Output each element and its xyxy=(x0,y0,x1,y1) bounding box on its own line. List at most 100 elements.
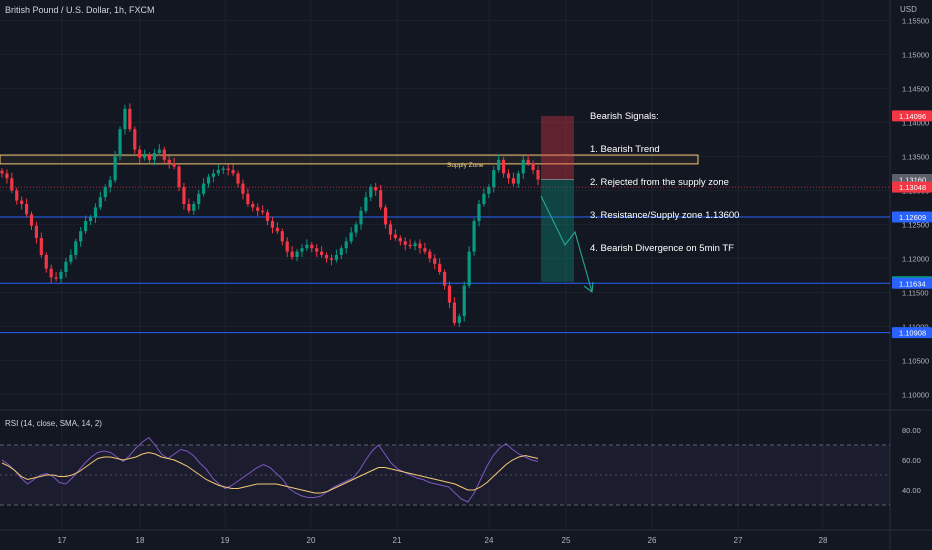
candle-body xyxy=(398,238,402,242)
candle-body xyxy=(236,173,240,184)
candle-body xyxy=(98,197,102,208)
price-tick-label: 1.10500 xyxy=(902,356,929,365)
candle-body xyxy=(329,258,334,260)
time-label: 25 xyxy=(562,536,571,545)
candle-body xyxy=(79,231,83,242)
rsi-line xyxy=(1,436,539,503)
candle-body xyxy=(147,155,152,160)
candle-body xyxy=(10,178,14,191)
price-tag-label: 1.12609 xyxy=(899,213,926,222)
stop-loss-area xyxy=(541,115,574,180)
rsi-ma-line xyxy=(1,451,539,494)
candle-body xyxy=(34,225,39,238)
supply-zone[interactable] xyxy=(0,154,699,165)
candle-body xyxy=(280,231,284,242)
candle-body xyxy=(24,204,29,215)
candle-body xyxy=(487,187,491,194)
rsi-tick-label: 40.00 xyxy=(902,486,921,495)
candle-body xyxy=(83,221,88,232)
candle-body xyxy=(447,285,452,303)
candle-body xyxy=(133,129,137,150)
candle-body xyxy=(64,261,68,272)
price-tag-label: 1.13160 xyxy=(899,176,926,185)
note-line: 2. Rejected from the supply zone xyxy=(590,177,729,188)
candle-body xyxy=(477,204,481,221)
note-line: Bearish Signals: xyxy=(590,111,659,122)
time-label: 27 xyxy=(734,536,743,545)
time-label: 19 xyxy=(221,536,230,545)
candle-body xyxy=(231,170,235,174)
candle-body xyxy=(374,187,378,191)
candle-body xyxy=(388,224,393,235)
candle-body xyxy=(521,159,525,174)
price-tag-box xyxy=(892,211,932,223)
candle-body xyxy=(438,263,442,272)
candle-body xyxy=(118,129,122,157)
candle-body xyxy=(393,234,397,238)
candle-body xyxy=(251,204,255,208)
candle-body xyxy=(206,176,211,184)
candle-body xyxy=(44,255,48,269)
price-tick-label: 1.11000 xyxy=(902,322,929,331)
time-label: 28 xyxy=(819,536,828,545)
candle-body xyxy=(265,212,270,221)
note-line: 4. Bearish Divergence on 5min TF xyxy=(590,243,734,254)
candle-body xyxy=(221,168,225,170)
price-tick-label: 1.11500 xyxy=(902,288,929,297)
candle-body xyxy=(423,248,427,252)
note-line: 1. Bearish Trend xyxy=(590,144,660,155)
candle-body xyxy=(69,255,73,262)
candle-body xyxy=(49,268,53,278)
price-tag-box xyxy=(892,277,932,289)
currency-label: USD xyxy=(900,5,917,14)
time-label: 24 xyxy=(485,536,494,545)
candle-body xyxy=(310,244,314,249)
candle-body xyxy=(167,159,171,164)
time-axis[interactable]: 17 18 19 20 21 24 25 26 27 28 xyxy=(58,536,828,545)
price-tick-label: 1.14500 xyxy=(902,84,929,93)
candle-body xyxy=(246,193,250,204)
price-tick-label: 1.12000 xyxy=(902,254,929,263)
price-tag-box xyxy=(892,181,932,193)
candle-body xyxy=(162,149,166,160)
price-tag-label: 1.13048 xyxy=(899,183,926,192)
bearish-signals-note[interactable]: Bearish Signals: 1. Bearish Trend 2. Rej… xyxy=(590,89,739,265)
rsi-title[interactable]: RSI (14, close, SMA, 14, 2) xyxy=(5,419,102,428)
price-tag-box xyxy=(892,327,932,339)
candle-body xyxy=(54,277,58,279)
candle-body xyxy=(74,241,78,255)
candle-body xyxy=(433,258,437,264)
rsi-tick-label: 60.00 xyxy=(902,456,921,465)
candle-body xyxy=(192,204,196,211)
projection-path xyxy=(540,195,593,293)
candlestick-series xyxy=(0,103,540,328)
candle-body xyxy=(452,302,457,323)
time-label: 17 xyxy=(58,536,67,545)
candle-body xyxy=(128,108,132,130)
price-tag-box xyxy=(892,110,932,122)
candle-body xyxy=(506,173,511,179)
candle-body xyxy=(0,170,4,174)
candle-body xyxy=(285,241,289,252)
candle-body xyxy=(270,221,275,228)
candle-body xyxy=(172,163,176,167)
candle-body xyxy=(157,149,161,153)
candle-body xyxy=(197,193,201,204)
projection-arrow[interactable] xyxy=(540,195,594,294)
candle-body xyxy=(256,207,260,211)
price-tick-label: 1.10000 xyxy=(902,390,929,399)
candle-body xyxy=(497,159,501,170)
short-position-tool[interactable] xyxy=(541,115,574,282)
rsi-tick-label: 80.00 xyxy=(902,426,921,435)
price-axis[interactable]: 1.15500 1.15000 1.14500 1.14000 1.13500 1.130… xyxy=(892,16,932,399)
candle-body xyxy=(418,243,422,249)
symbol-title[interactable]: British Pound / U.S. Dollar, 1h, FXCM xyxy=(5,5,155,15)
time-label: 18 xyxy=(136,536,145,545)
candle-body xyxy=(39,238,43,255)
candle-body xyxy=(516,173,520,184)
candle-body xyxy=(369,187,373,198)
candle-body xyxy=(182,187,186,204)
candle-body xyxy=(354,224,358,233)
